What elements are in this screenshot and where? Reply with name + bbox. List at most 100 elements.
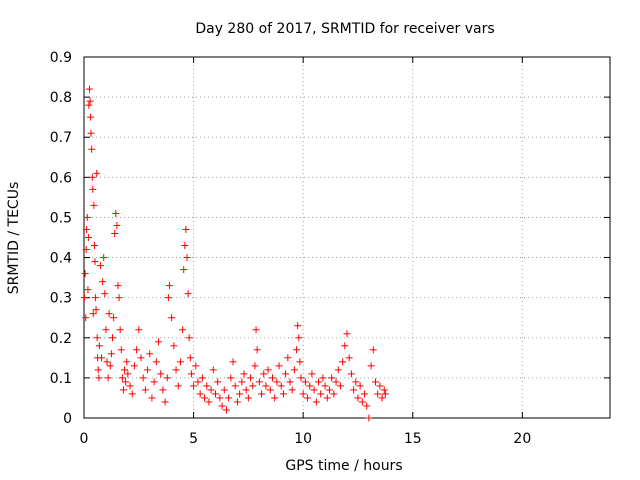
data-point [299, 390, 307, 398]
x-tick-label: 0 [80, 431, 89, 447]
data-point [361, 390, 369, 398]
data-point [133, 346, 141, 354]
data-point [376, 382, 384, 390]
y-tick-label: 0 [63, 411, 72, 427]
data-point [271, 394, 279, 402]
data-point [315, 378, 323, 386]
data-point [111, 229, 119, 237]
data-point [190, 382, 198, 390]
data-point [277, 382, 285, 390]
data-point [187, 370, 195, 378]
data-point [325, 386, 333, 394]
data-point [161, 398, 169, 406]
data-point [110, 314, 118, 322]
data-point [179, 326, 187, 334]
data-point [363, 402, 371, 410]
data-point [251, 362, 259, 370]
data-point [81, 270, 89, 278]
data-point [266, 386, 274, 394]
data-point [381, 390, 389, 398]
data-point [146, 350, 154, 358]
data-point [212, 390, 219, 398]
data-point [336, 382, 344, 390]
data-point [102, 326, 110, 334]
data-point [242, 386, 250, 394]
data-point [159, 386, 167, 394]
data-point [296, 358, 304, 366]
data-point [275, 362, 283, 370]
data-point [294, 322, 302, 330]
data-point [288, 386, 296, 394]
data-point [358, 398, 366, 406]
data-point [229, 358, 237, 366]
data-point [89, 185, 97, 193]
data-point [323, 394, 331, 402]
data-point [96, 262, 104, 270]
grid [84, 57, 610, 418]
data-point [252, 326, 260, 334]
data-point [343, 330, 351, 338]
data-point [184, 290, 192, 298]
data-point [91, 258, 99, 266]
data-point [201, 394, 209, 402]
x-tick-label: 5 [189, 431, 198, 447]
data-point [293, 346, 301, 354]
data-point [174, 382, 182, 390]
data-point [84, 286, 92, 294]
data-point [88, 173, 96, 181]
data-point [209, 366, 217, 374]
data-point [260, 370, 268, 378]
data-point [378, 394, 386, 402]
data-point [90, 201, 98, 209]
data-point [227, 374, 235, 382]
data-point [106, 362, 114, 370]
data-point [83, 225, 91, 233]
data-point [95, 374, 103, 382]
data-point [218, 402, 226, 410]
data-point [155, 338, 163, 346]
data-point [264, 366, 272, 374]
data-point [258, 390, 266, 398]
data-point [286, 378, 294, 386]
data-point [319, 374, 327, 382]
data-point [157, 370, 165, 378]
y-axis-label: SRMTID / TECUs [6, 182, 22, 295]
data-point [306, 382, 314, 390]
data-point [374, 390, 382, 398]
data-point [214, 378, 222, 386]
data-point [380, 386, 388, 394]
data-point [101, 290, 109, 298]
data-point [247, 374, 255, 382]
data-point [186, 354, 194, 362]
data-point [255, 378, 263, 386]
data-point [203, 382, 211, 390]
data-point [152, 358, 160, 366]
data-point [87, 113, 95, 121]
y-tick-label: 0.6 [50, 170, 72, 186]
data-point [321, 382, 329, 390]
data-point [350, 386, 358, 394]
data-point [290, 366, 298, 374]
y-tick-label: 0.1 [50, 371, 72, 387]
data-point [181, 242, 189, 250]
data-point [371, 378, 379, 386]
data-point [194, 378, 202, 386]
data-point [192, 362, 200, 370]
data-point [116, 326, 124, 334]
data-point [130, 362, 138, 370]
x-tick-label: 15 [404, 431, 422, 447]
data-point [345, 354, 353, 362]
data-point [310, 386, 318, 394]
data-point [94, 366, 102, 374]
data-point [107, 350, 115, 358]
data-point [100, 254, 108, 262]
data-point [141, 386, 149, 394]
data-points [80, 85, 389, 422]
data-point [104, 374, 112, 382]
data-point [240, 370, 248, 378]
data-point [114, 282, 122, 290]
data-point [122, 378, 130, 386]
data-point [317, 390, 325, 398]
data-point [220, 386, 228, 394]
data-point [182, 225, 190, 233]
